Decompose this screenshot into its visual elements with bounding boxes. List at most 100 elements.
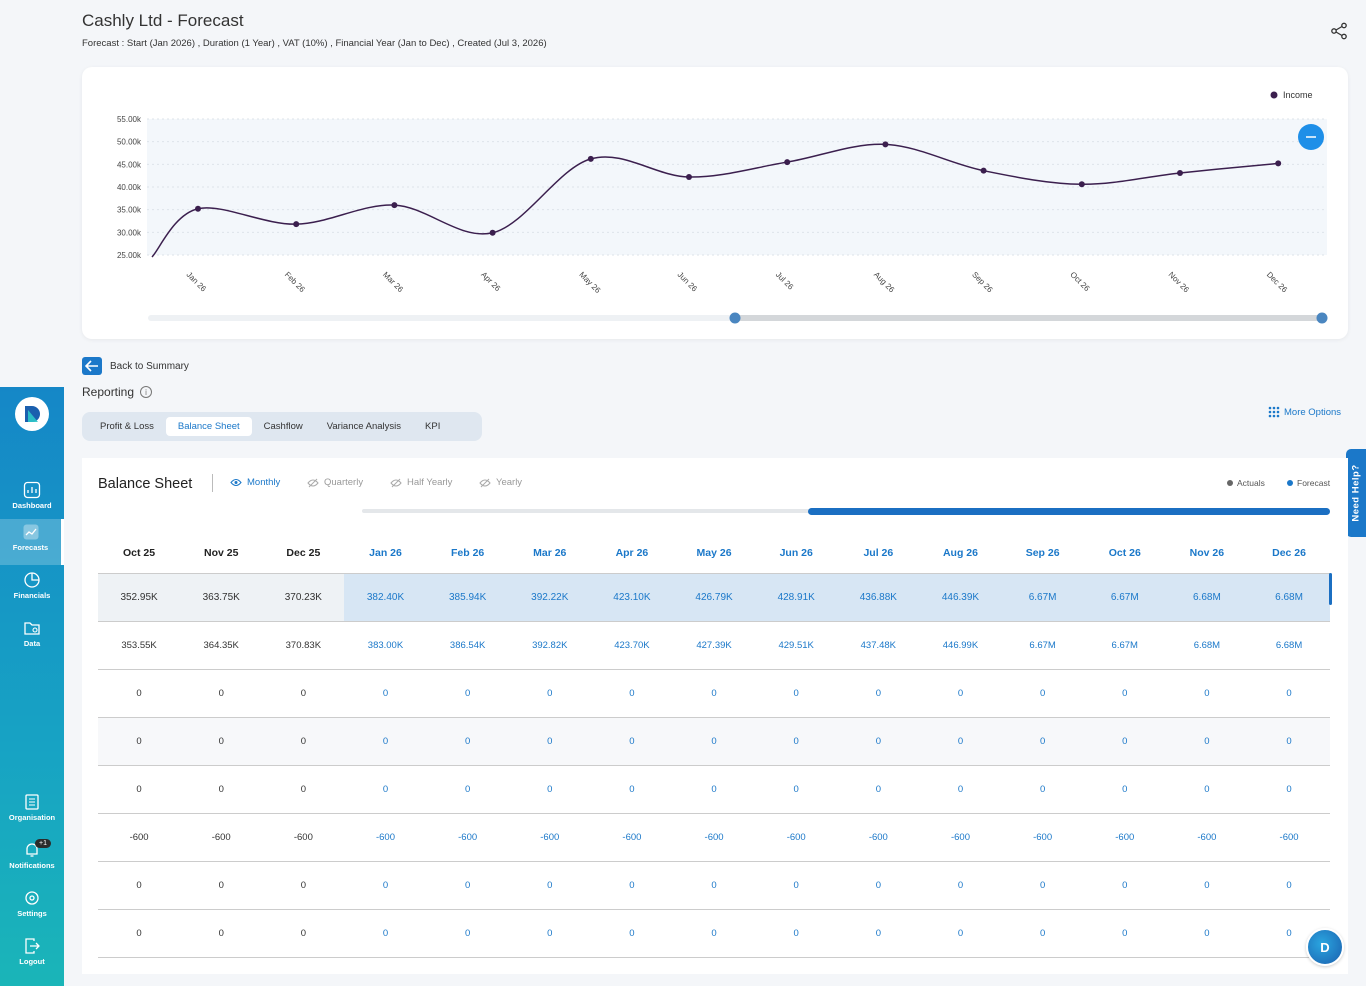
sidebar-item-financials[interactable]: Financials xyxy=(0,567,64,613)
column-header: Oct 25 xyxy=(123,547,156,559)
table-cell: 0 xyxy=(957,880,964,891)
table-cell: 0 xyxy=(218,928,224,939)
x-tick-label: Sep 26 xyxy=(970,270,995,295)
table-cell: 0 xyxy=(1122,688,1128,699)
table-cell: 0 xyxy=(1204,784,1210,795)
sidebar-item-notifications[interactable]: +1 Notifications xyxy=(0,837,64,883)
table-cell: 383.00K xyxy=(367,640,404,651)
column-header: Nov 25 xyxy=(203,547,239,559)
table-row[interactable]: 0 0 0 0 0 0 0 0 0 0 0 0 0 0 0 xyxy=(98,718,1330,766)
table-row[interactable]: 0 0 0 0 0 0 0 0 0 0 0 0 0 0 0 xyxy=(98,862,1330,910)
sidebar-item-data[interactable]: Data xyxy=(0,615,64,661)
table-row[interactable]: 353.55K 364.35K 370.83K 383.00K 386.54K 392.8… xyxy=(98,622,1330,670)
column-header: Sep 26 xyxy=(1025,547,1060,559)
table-cell: 6.67M xyxy=(1110,592,1139,603)
sidebar-label: Logout xyxy=(19,957,45,966)
table-cell: 6.68M xyxy=(1275,592,1303,603)
data-point xyxy=(1078,181,1085,188)
table-cell: 437.48K xyxy=(860,640,897,651)
sidebar-item-dashboard[interactable]: Dashboard xyxy=(0,477,64,523)
page-title: Cashly Ltd - Forecast xyxy=(82,11,244,30)
table-row[interactable]: 0 0 0 0 0 0 0 0 0 0 0 0 0 0 0 xyxy=(98,766,1330,814)
period-quarterly[interactable]: Quarterly xyxy=(307,477,363,488)
more-options-button[interactable]: More Options xyxy=(1268,406,1341,418)
tab-cashflow[interactable]: Cashflow xyxy=(263,421,303,432)
tab-profit-loss[interactable]: Profit & Loss xyxy=(100,421,154,432)
x-tick-label: Jul 26 xyxy=(774,270,796,292)
report-tabs: Profit & Loss Balance Sheet Cashflow Var… xyxy=(82,412,482,441)
vertical-scrollbar[interactable] xyxy=(1329,573,1332,605)
table-cell: 0 xyxy=(629,784,635,795)
table-cell: 0 xyxy=(1204,688,1210,699)
sidebar-item-settings[interactable]: Settings xyxy=(0,885,64,931)
table-cell: 6.67M xyxy=(1029,640,1056,651)
sidebar-label: Organisation xyxy=(8,813,56,822)
table-cell: 0 xyxy=(1286,784,1292,795)
table-cell: 0 xyxy=(957,784,964,795)
share-button[interactable] xyxy=(1330,22,1348,45)
column-header: Aug 26 xyxy=(942,547,978,559)
need-help-tab[interactable]: Need Help? xyxy=(1346,449,1366,537)
gear-icon xyxy=(25,891,39,905)
y-tick-label: 40.00k xyxy=(117,183,142,192)
table-row[interactable]: 0 0 0 0 0 0 0 0 0 0 0 0 0 0 0 xyxy=(98,670,1330,718)
notification-badge: +1 xyxy=(35,839,51,848)
chat-assistant-button[interactable]: D xyxy=(1306,928,1344,966)
sidebar-item-organisation[interactable]: Organisation xyxy=(0,789,64,835)
page-subtitle: Forecast : Start (Jan 2026) , Duration (… xyxy=(82,38,547,49)
table-cell: 0 xyxy=(1039,928,1046,939)
data-point xyxy=(980,167,987,174)
table-cell: -600 xyxy=(458,832,478,843)
table-cell: 0 xyxy=(300,928,306,939)
table-row[interactable]: 0 0 0 0 0 0 0 0 0 0 0 0 0 0 0 xyxy=(98,910,1330,958)
data-point xyxy=(882,141,889,148)
table-cell: 0 xyxy=(629,880,635,891)
table-cell: 0 xyxy=(1039,880,1046,891)
table-cell: 0 xyxy=(1122,880,1128,891)
back-to-summary-link[interactable]: Back to Summary xyxy=(82,357,189,375)
table-row[interactable]: 352.95K 363.75K 370.23K 382.40K 385.94K 392.2… xyxy=(98,574,1330,622)
table-cell: 0 xyxy=(711,928,717,939)
table-cell: 0 xyxy=(875,928,881,939)
sidebar-item-logout[interactable]: Logout xyxy=(0,933,64,979)
period-half-yearly[interactable]: Half Yearly xyxy=(390,477,452,488)
logout-icon xyxy=(25,938,40,954)
table-cell: 0 xyxy=(547,688,553,699)
table-cell: 0 xyxy=(957,736,964,747)
table-cell: 0 xyxy=(1039,736,1046,747)
column-header: Dec 26 xyxy=(1272,547,1306,559)
y-tick-label: 50.00k xyxy=(117,138,142,147)
sidebar-item-forecasts[interactable]: Forecasts xyxy=(0,519,64,565)
table-cell: -600 xyxy=(211,832,231,843)
table-cell: 436.88K xyxy=(859,592,897,603)
sidebar-label: Notifications xyxy=(9,861,55,870)
table-cell: 0 xyxy=(711,688,717,699)
need-help-label: Need Help? xyxy=(1350,464,1362,522)
info-icon[interactable]: i xyxy=(140,386,153,398)
table-cell: 363.75K xyxy=(180,574,263,621)
tab-kpi[interactable]: KPI xyxy=(425,421,441,432)
table-cell: 0 xyxy=(547,784,553,795)
table-cell: 423.70K xyxy=(614,640,650,651)
horizontal-scrollbar[interactable] xyxy=(362,507,1330,515)
tab-variance-analysis[interactable]: Variance Analysis xyxy=(326,421,402,432)
table-cell: 0 xyxy=(218,784,224,795)
table-cell: 0 xyxy=(793,880,799,891)
table-row[interactable]: -600 -600 -600 -600 -600 -600 -600 -600 -600 -600… xyxy=(98,814,1330,862)
app-logo[interactable] xyxy=(15,397,49,431)
table-cell: 6.67M xyxy=(1028,592,1057,603)
tab-balance-sheet[interactable]: Balance Sheet xyxy=(165,417,252,436)
table-cell: 0 xyxy=(1039,784,1046,795)
scrollbar-thumb[interactable] xyxy=(808,507,1330,515)
y-tick-label: 30.00k xyxy=(117,228,142,237)
x-tick-label: Aug 26 xyxy=(872,270,897,295)
table-cell: 0 xyxy=(875,880,881,891)
period-monthly[interactable]: Monthly xyxy=(230,477,280,488)
bell-icon xyxy=(26,843,38,857)
column-header: May 26 xyxy=(696,547,732,559)
range-slider-handle-start[interactable] xyxy=(729,312,741,324)
period-yearly[interactable]: Yearly xyxy=(479,477,522,488)
table-cell: -600 xyxy=(1033,832,1053,843)
table-cell: 0 xyxy=(1122,784,1128,795)
range-slider-handle-end[interactable] xyxy=(1316,312,1328,324)
